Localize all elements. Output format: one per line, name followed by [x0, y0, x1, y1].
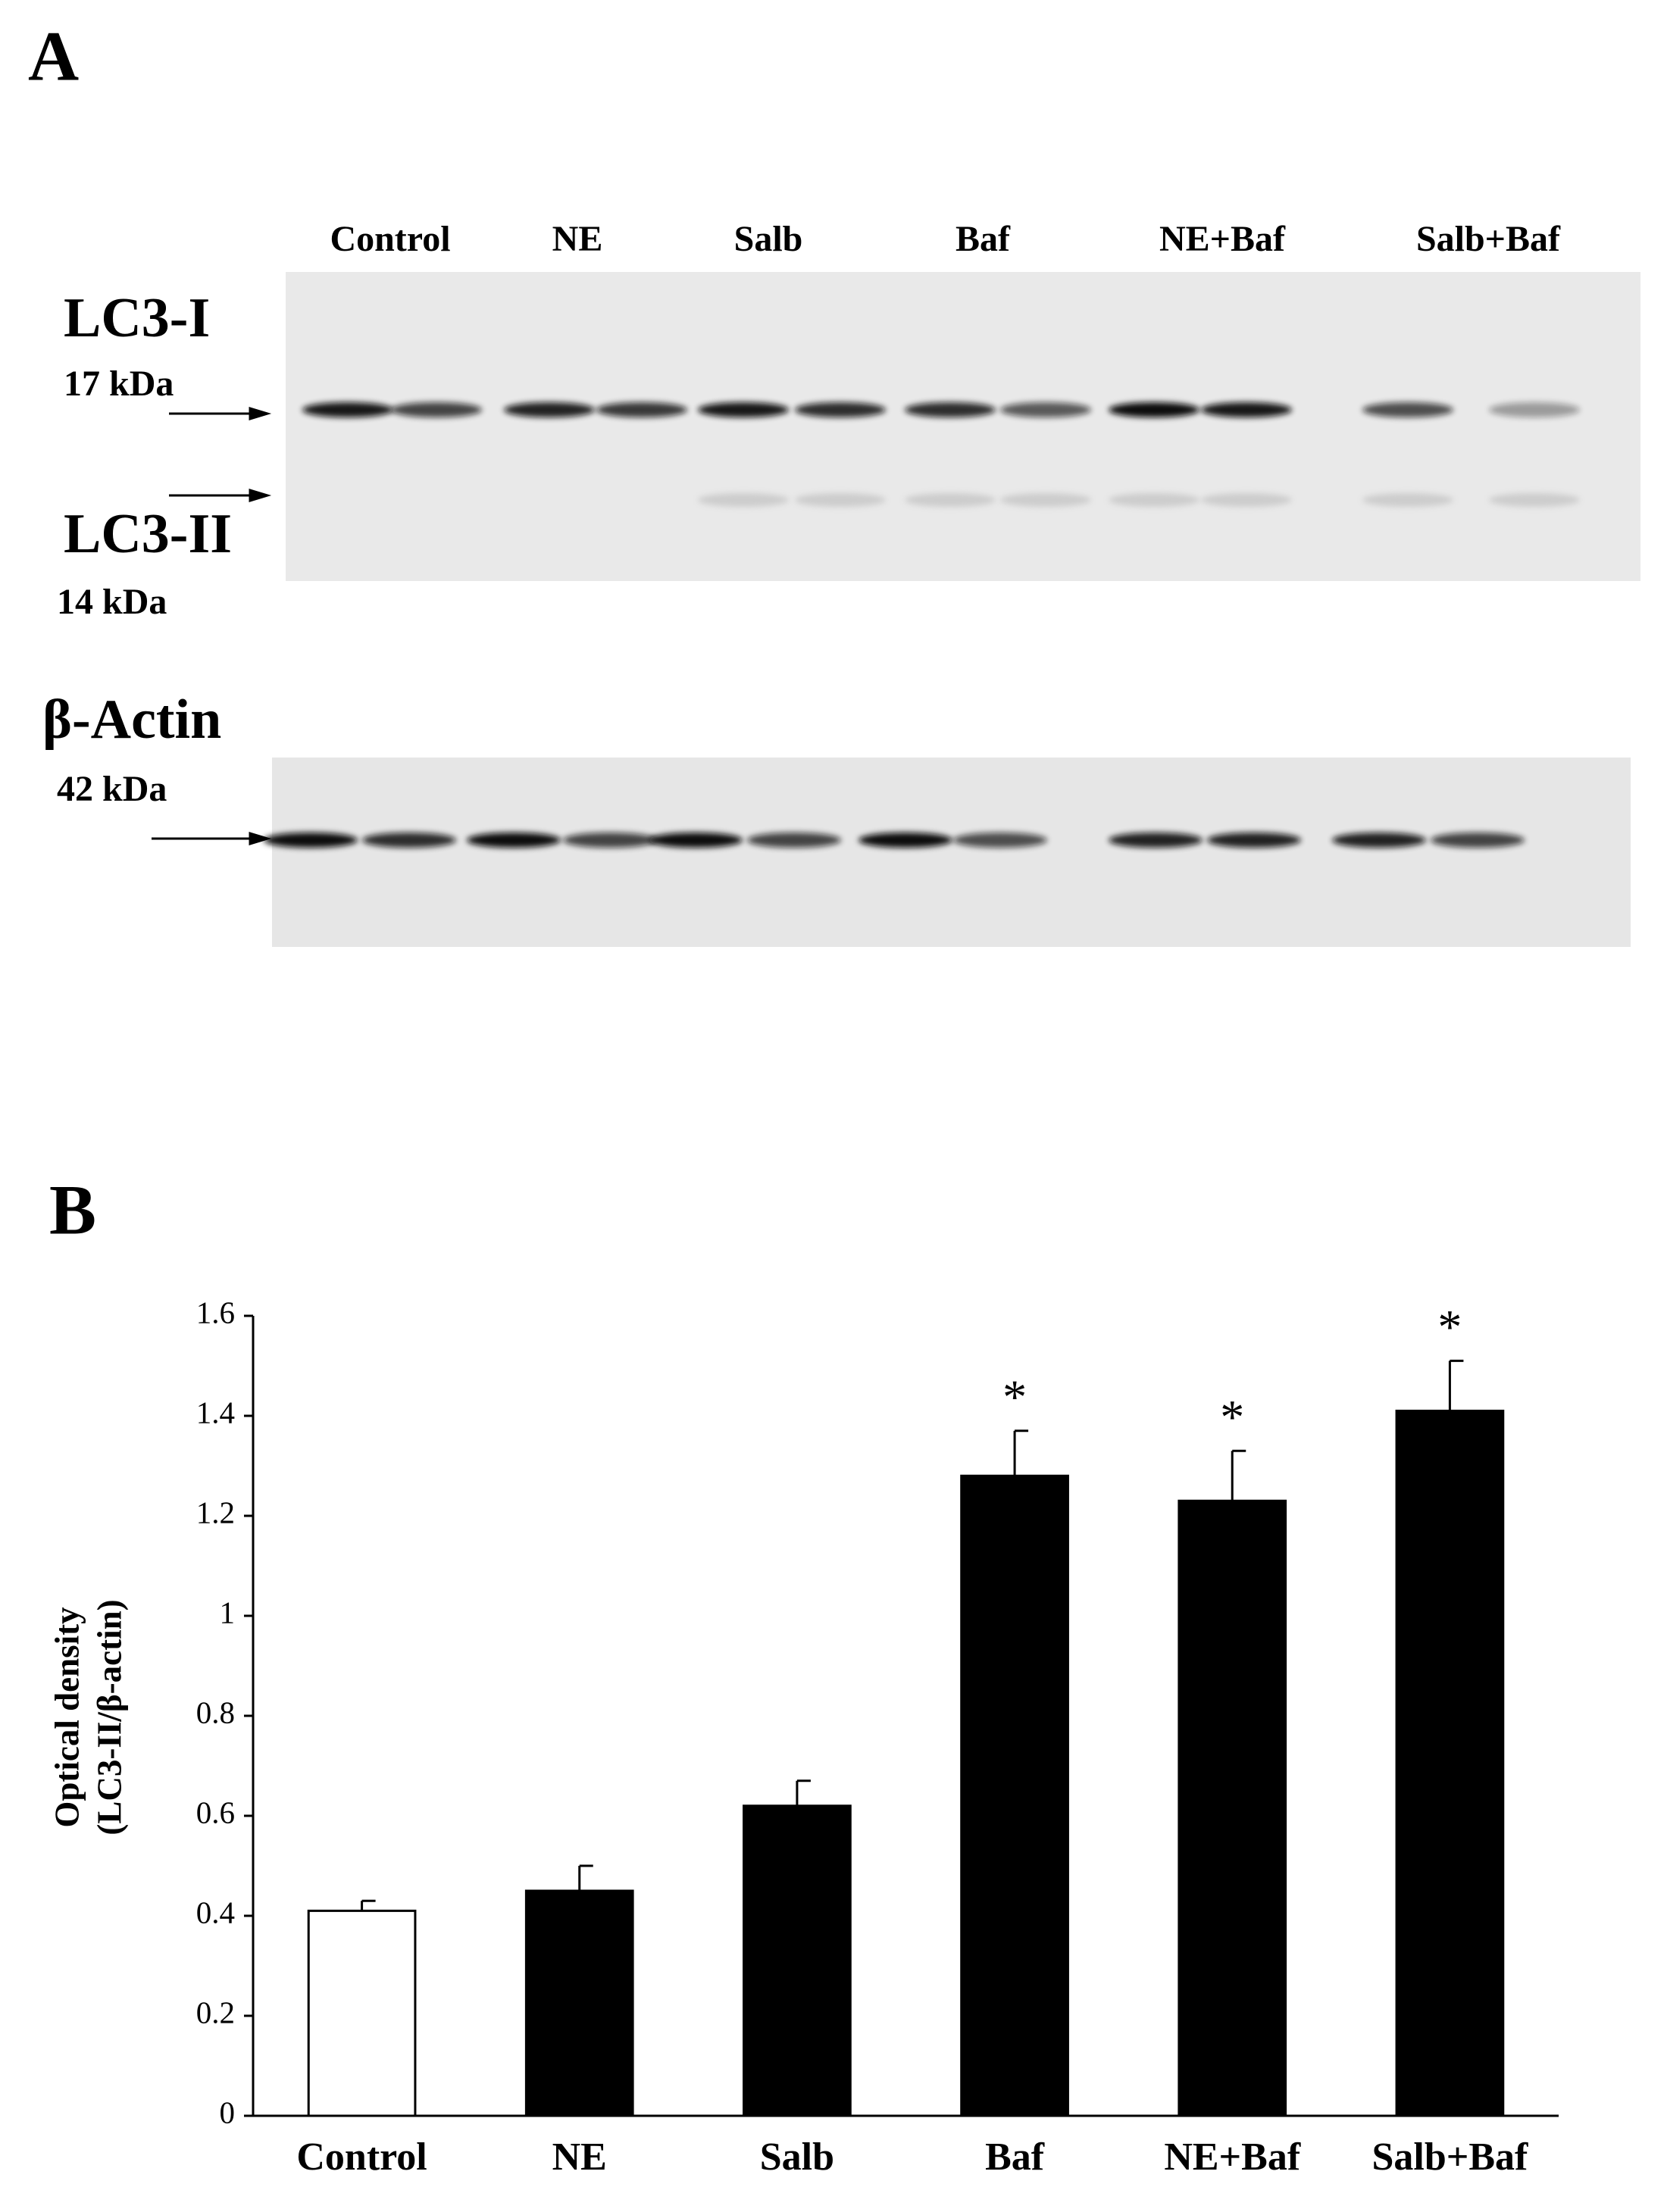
band	[1201, 493, 1292, 507]
band	[698, 493, 789, 507]
blot-actin	[272, 758, 1631, 947]
y-tick-label: 0.8	[196, 1695, 235, 1729]
band	[1109, 402, 1199, 417]
x-tick-label: NE	[552, 2135, 607, 2179]
band	[1362, 402, 1453, 417]
band	[1362, 493, 1453, 507]
band	[1000, 402, 1091, 417]
band-size: 14 kDa	[57, 582, 167, 622]
band	[747, 833, 841, 848]
lane-label: Baf	[955, 219, 1011, 259]
band	[649, 833, 743, 848]
band	[795, 493, 886, 507]
band	[1109, 833, 1203, 848]
band	[1431, 833, 1525, 848]
band	[1489, 493, 1580, 507]
y-tick-label: 1	[220, 1595, 236, 1629]
error-bar	[1013, 1429, 1029, 1476]
band-size: 42 kDa	[57, 769, 167, 809]
significance: *	[1002, 1370, 1027, 1423]
band	[1000, 493, 1091, 507]
panel-label: A	[28, 17, 79, 95]
y-tick-label: 0.4	[196, 1895, 235, 1929]
y-tick-label: 0	[220, 2095, 236, 2129]
band	[953, 833, 1047, 848]
band-name: β-Actin	[42, 689, 221, 751]
blot-lc3	[286, 272, 1640, 581]
y-tick-label: 0.6	[196, 1795, 235, 1829]
lane-label: NE+Baf	[1159, 219, 1286, 259]
significance: *	[1437, 1300, 1462, 1354]
bar	[307, 1909, 417, 2117]
x-tick-label: Salb+Baf	[1371, 2135, 1528, 2179]
band-size: 17 kDa	[64, 364, 174, 404]
band	[905, 493, 996, 507]
y-label-line: (LC3-II/β-actin)	[90, 1599, 128, 1835]
bar	[743, 1804, 852, 2117]
band	[1207, 833, 1301, 848]
y-tick-label: 1.2	[196, 1495, 235, 1529]
y-tick-label: 0.2	[196, 1995, 235, 2029]
bar	[960, 1474, 1069, 2117]
error-bar	[1231, 1449, 1246, 1501]
significance: *	[1220, 1390, 1244, 1444]
band	[302, 402, 393, 417]
x-tick-label: Control	[296, 2135, 427, 2179]
band	[1201, 402, 1292, 417]
band	[698, 402, 789, 417]
x-tick-label: NE+Baf	[1164, 2135, 1301, 2179]
band-name: LC3-I	[64, 287, 210, 349]
y-label-line: Optical density	[48, 1607, 86, 1828]
y-label: Optical density (LC3-II/β-actin)	[48, 1599, 128, 1835]
x-tick-label: Baf	[985, 2135, 1045, 2179]
y-tick-label: 1.4	[196, 1395, 235, 1429]
x-tick-label: Salb	[760, 2135, 834, 2179]
lane-label: Salb	[734, 219, 803, 259]
bar	[1178, 1499, 1287, 2117]
bar	[524, 1889, 634, 2117]
band	[596, 402, 687, 417]
band	[1109, 493, 1199, 507]
band-name: LC3-II	[64, 503, 232, 565]
band	[1332, 833, 1426, 848]
arrows	[152, 406, 272, 846]
band	[563, 833, 657, 848]
band	[467, 833, 561, 848]
error-bar	[1448, 1359, 1464, 1411]
band	[391, 402, 482, 417]
band	[362, 833, 456, 848]
bands	[264, 402, 1580, 848]
lane-label: Control	[330, 219, 450, 259]
bar	[1395, 1409, 1505, 2117]
band	[264, 833, 358, 848]
error-bar	[361, 1899, 376, 1911]
band	[1489, 402, 1580, 417]
error-bar	[796, 1779, 811, 1806]
band	[859, 833, 952, 848]
panel-label: B	[49, 1171, 96, 1249]
band	[504, 402, 595, 417]
lane-label: NE	[552, 219, 603, 259]
band	[905, 402, 996, 417]
band	[795, 402, 886, 417]
error-bar	[578, 1864, 593, 1891]
y-tick-label: 1.6	[196, 1295, 235, 1329]
lane-label: Salb+Baf	[1416, 219, 1561, 259]
